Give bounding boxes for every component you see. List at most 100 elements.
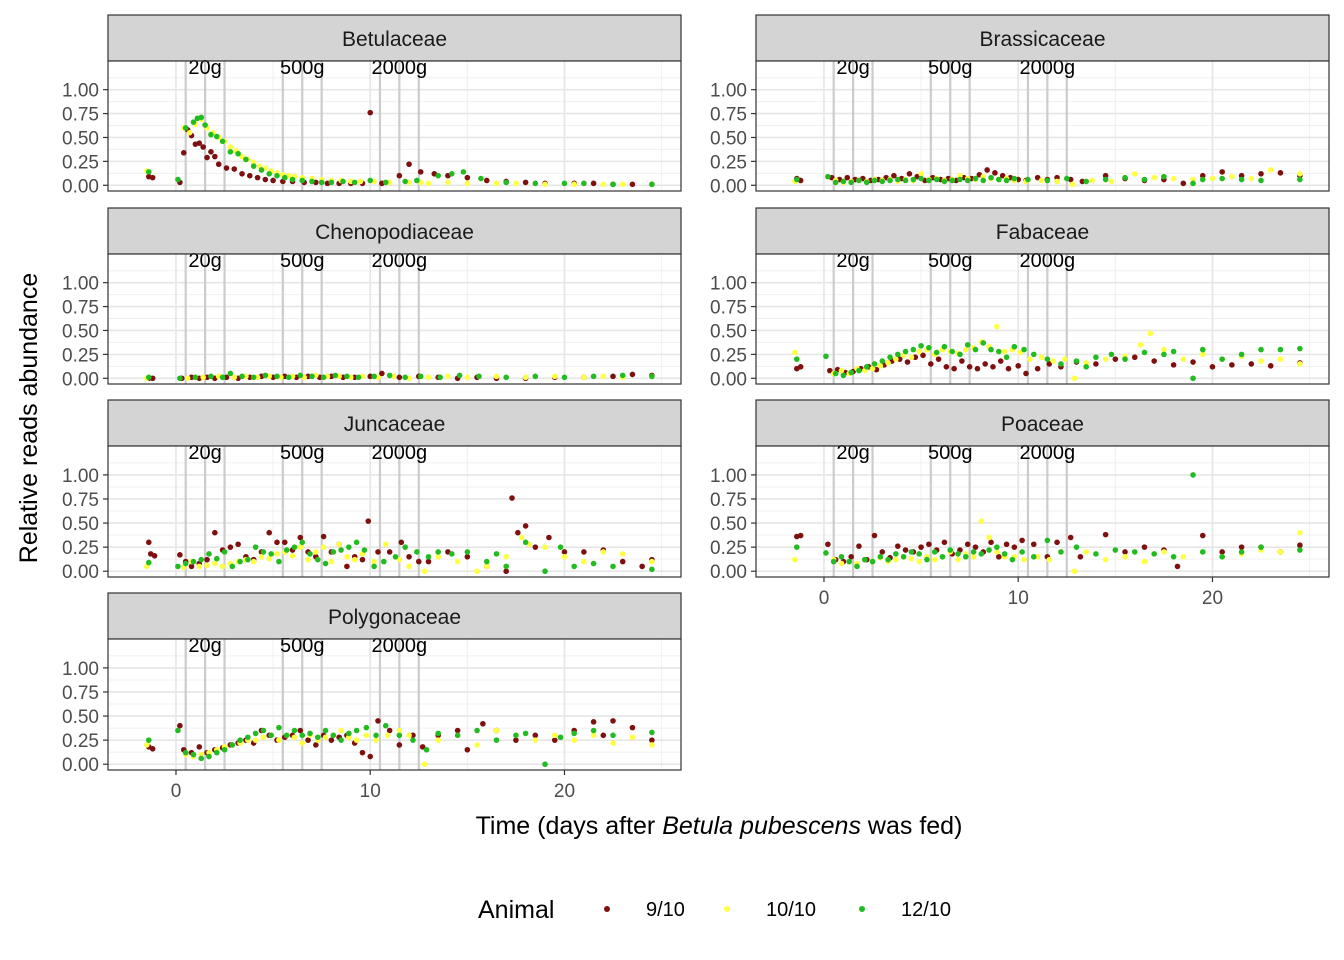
data-point [406, 553, 412, 560]
data-point [245, 556, 251, 563]
data-point [933, 349, 940, 356]
data-point [252, 737, 259, 743]
data-point [1025, 176, 1031, 183]
data-point [297, 544, 304, 550]
panel-brassicaceae: Brassicaceae 20g 500g 2000g 0.00 0.25 0.500.75… [710, 14, 1330, 197]
data-point [992, 170, 998, 176]
legend-key [724, 906, 730, 912]
data-point [464, 746, 471, 753]
data-point [309, 373, 315, 380]
data-point [848, 553, 854, 560]
data-point [649, 558, 655, 565]
data-point [474, 727, 480, 734]
data-point [920, 352, 926, 359]
data-point [353, 737, 360, 743]
data-point [1011, 175, 1018, 182]
data-point [1044, 356, 1051, 362]
data-point [396, 742, 403, 748]
dose-label: 20g [188, 250, 221, 272]
data-point [513, 732, 519, 739]
data-point [600, 373, 607, 380]
data-point [1108, 178, 1115, 185]
data-point [1141, 544, 1148, 550]
data-point [1077, 553, 1084, 560]
panel-border [107, 60, 682, 192]
data-point [600, 549, 607, 555]
data-point [532, 180, 539, 187]
data-point [619, 372, 626, 379]
data-point [571, 181, 577, 188]
data-point [483, 177, 490, 184]
data-point [243, 373, 249, 380]
data-point [522, 730, 529, 737]
data-point [243, 156, 249, 163]
data-point [239, 170, 245, 177]
data-point [338, 737, 344, 743]
data-point [313, 549, 319, 555]
data-point [149, 746, 156, 752]
data-point [266, 555, 273, 562]
panel-betulaceae: Betulaceae 20g 500g 2000g 0.00 0.25 0.500.75 1.… [62, 14, 682, 197]
data-point [503, 374, 509, 381]
data-point [1089, 177, 1095, 184]
data-point [1199, 532, 1206, 539]
data-point [532, 732, 539, 739]
data-point [557, 734, 564, 741]
data-point [941, 178, 948, 185]
data-point [145, 539, 152, 546]
data-point [793, 176, 800, 183]
y-tick-label: 0.25 [62, 538, 99, 559]
data-point [1199, 346, 1206, 353]
data-point [974, 365, 981, 372]
data-point [297, 372, 304, 379]
data-point [456, 372, 463, 379]
data-point [221, 549, 228, 555]
data-point [206, 753, 212, 760]
data-point [908, 555, 915, 562]
panel-fabaceae: Fabaceae 20g 500g 2000g 0.00 0.25 0.500.75 1.00 [710, 207, 1330, 390]
data-point [1174, 563, 1181, 570]
data-point [212, 153, 218, 160]
panel-poaceae: Poaceae 20g 500g 2000g 0.00 0.25 0.50 0.75 1.00 0… [710, 399, 1330, 609]
y-tick-label: 0.50 [62, 321, 99, 342]
data-point [1277, 356, 1284, 362]
data-point [1034, 365, 1041, 372]
data-point [402, 374, 408, 381]
y-tick-label: 0.75 [710, 490, 747, 511]
data-point [493, 727, 500, 734]
data-point [213, 555, 220, 562]
data-point [1093, 551, 1099, 557]
data-point [1058, 549, 1064, 555]
dose-label: 500g [280, 250, 325, 272]
data-point [856, 543, 862, 549]
data-point [237, 737, 243, 743]
data-point [649, 373, 655, 380]
data-point [421, 761, 428, 768]
data-point [1297, 547, 1303, 553]
series-12-10 [145, 539, 655, 575]
data-point [437, 374, 443, 381]
data-point [250, 558, 257, 565]
data-point [926, 344, 932, 351]
data-point [375, 718, 381, 724]
data-point [959, 358, 965, 364]
data-point [367, 753, 374, 760]
data-point [381, 558, 387, 565]
data-point [423, 746, 430, 753]
y-tick-label: 0.25 [710, 345, 747, 366]
data-point [590, 732, 597, 739]
data-point [891, 172, 897, 179]
data-point [988, 539, 994, 546]
data-point [1083, 178, 1090, 185]
data-point [825, 173, 831, 180]
data-point [351, 179, 358, 186]
data-point [346, 544, 352, 550]
data-point [1071, 568, 1078, 575]
dose-label: 500g [280, 635, 325, 657]
data-point [513, 180, 519, 187]
dose-label: 500g [928, 57, 973, 79]
data-point [338, 547, 344, 553]
series-12-10 [145, 722, 655, 768]
data-point [454, 558, 461, 565]
